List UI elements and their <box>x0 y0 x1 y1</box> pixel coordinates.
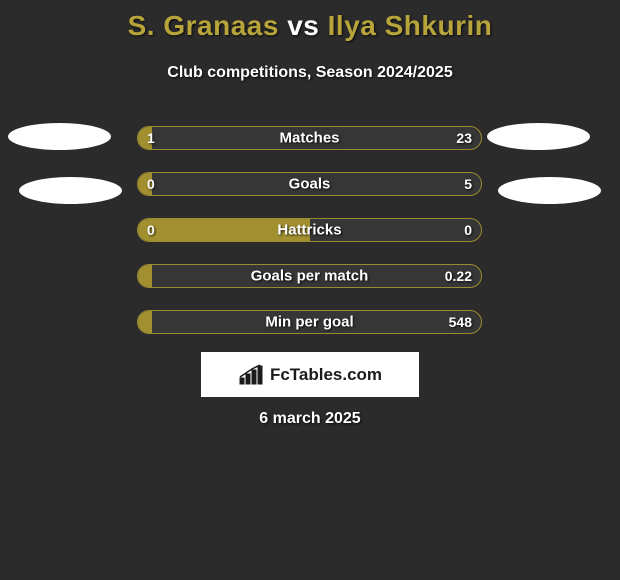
stat-bar: Hattricks00 <box>137 218 482 242</box>
logo-ellipse <box>487 123 590 150</box>
bar-track <box>137 126 482 150</box>
date-text: 6 march 2025 <box>0 410 620 428</box>
title-part: S. Granaas <box>128 10 279 41</box>
bar-fill <box>138 173 152 195</box>
bar-fill <box>138 311 152 333</box>
comparison-infographic: S. Granaas vs Ilya Shkurin Club competit… <box>0 0 620 580</box>
bar-track <box>137 172 482 196</box>
title-part: vs <box>279 10 328 41</box>
brand-chart-icon <box>238 364 264 386</box>
bar-track <box>137 310 482 334</box>
bar-track <box>137 218 482 242</box>
brand-text: FcTables.com <box>270 365 382 385</box>
bar-fill <box>138 265 152 287</box>
page-title: S. Granaas vs Ilya Shkurin <box>0 10 620 42</box>
bar-fill <box>138 219 310 241</box>
logo-ellipse <box>19 177 122 204</box>
logo-ellipse <box>8 123 111 150</box>
stat-bar: Goals per match0.22 <box>137 264 482 288</box>
stat-bar: Min per goal548 <box>137 310 482 334</box>
brand-box: FcTables.com <box>201 352 419 397</box>
stat-bar: Matches123 <box>137 126 482 150</box>
logo-ellipse <box>498 177 601 204</box>
bar-track <box>137 264 482 288</box>
stat-bar: Goals05 <box>137 172 482 196</box>
bar-fill <box>138 127 152 149</box>
title-part: Ilya Shkurin <box>328 10 493 41</box>
subtitle: Club competitions, Season 2024/2025 <box>0 64 620 82</box>
